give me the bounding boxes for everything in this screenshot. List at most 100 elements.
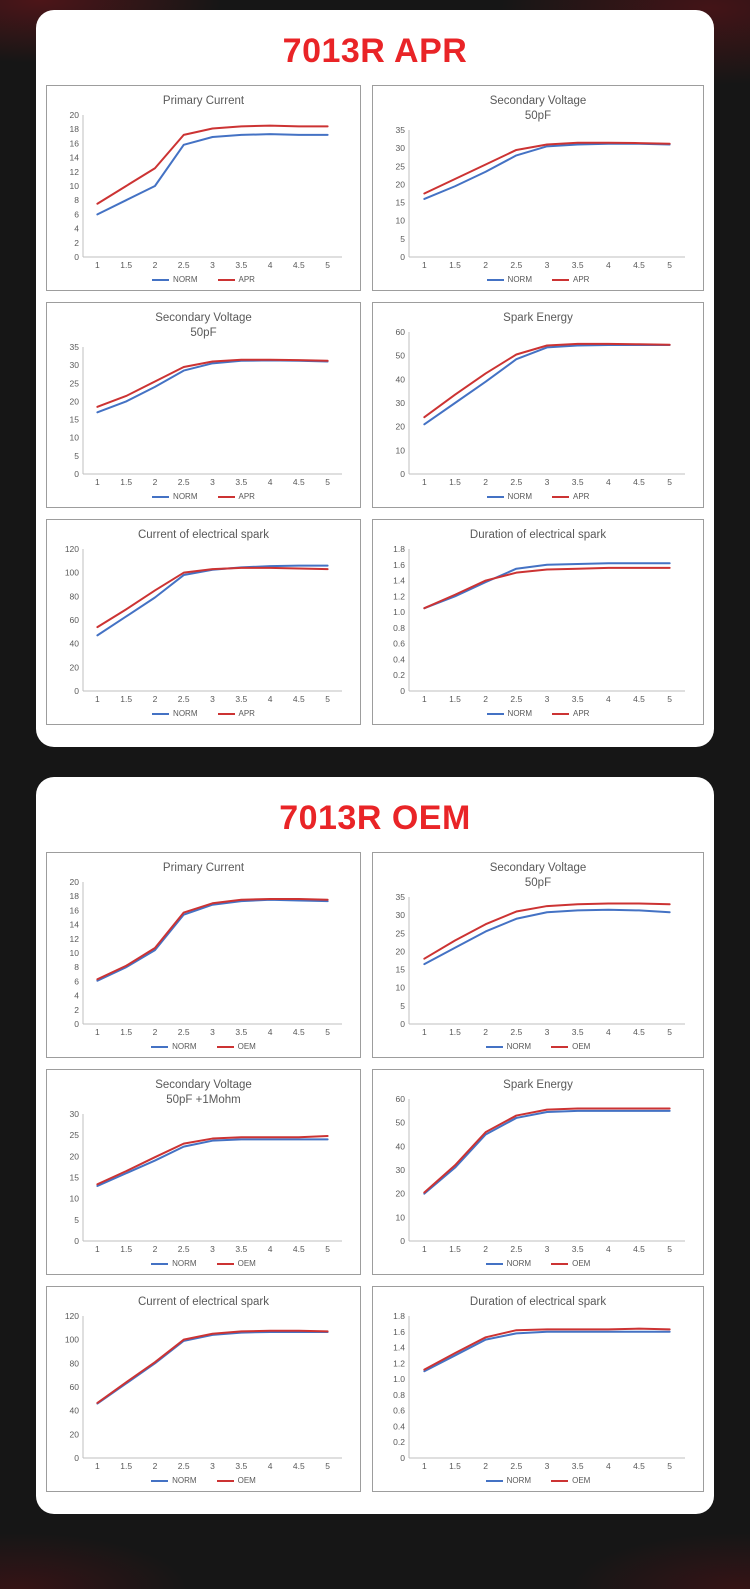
x-tick-label: 4.5	[633, 260, 645, 270]
y-tick-label: 100	[65, 1335, 79, 1345]
y-tick-label: 5	[74, 451, 79, 461]
y-tick-label: 0	[400, 686, 405, 696]
y-tick-label: 0.4	[393, 654, 405, 664]
y-tick-label: 10	[70, 948, 80, 958]
chart-oem-primary-current: Primary Current 0 2 4 6 8 10 12 14 16 18 20 1 1.5 2 2.5…	[46, 852, 361, 1058]
y-tick-label: 40	[70, 639, 80, 649]
legend-item-norm: NORM	[152, 492, 198, 501]
x-tick-label: 3.5	[235, 477, 247, 487]
y-tick-label: 8	[74, 195, 79, 205]
plot-area: 0 2 4 6 8 10 12 14 16 18 20 1 1.5 2 2.5 3 3.5 4 4.5 5	[51, 876, 356, 1040]
x-tick-label: 3.5	[235, 1027, 247, 1037]
x-tick-label: 1	[95, 1027, 100, 1037]
x-tick-label: 2	[483, 260, 488, 270]
legend-item-norm: NORM	[151, 1476, 197, 1485]
legend-item-oem: OEM	[216, 1042, 256, 1051]
series-line-norm	[96, 1330, 329, 1405]
x-tick-label: 4.5	[633, 1461, 645, 1471]
legend-line-swatch	[217, 712, 235, 715]
plot-svg: 0 20 40 60 80 100 120 1 1.5 2 2.5 3 3.5 4 4.5 5	[65, 1311, 342, 1471]
legend-line-swatch	[151, 1045, 169, 1048]
x-tick-label: 1.5	[449, 1027, 461, 1037]
series-line-oem	[423, 902, 671, 960]
chart-title: Secondary Voltage	[155, 1079, 252, 1091]
y-tick-label: 60	[70, 1382, 80, 1392]
x-tick-label: 2	[483, 694, 488, 704]
x-tick-label: 3.5	[572, 260, 584, 270]
x-tick-label: 4.5	[293, 1244, 305, 1254]
y-tick-label: 15	[396, 197, 406, 207]
x-tick-label: 1.5	[120, 1027, 132, 1037]
y-tick-label: 0	[400, 1019, 405, 1029]
legend-item-norm: NORM	[486, 275, 532, 284]
legend: NORM APR	[51, 707, 356, 721]
y-tick-label: 0	[400, 1453, 405, 1463]
x-tick-label: 5	[667, 1244, 672, 1254]
x-tick-label: 1.5	[120, 694, 132, 704]
chart-title: Secondary Voltage	[155, 312, 252, 324]
plot-svg: 0 0.2 0.4 0.6 0.8 1.0 1.2 1.4 1.6 1.8 1 1.5 2 2.5 3 3.5…	[393, 1311, 685, 1471]
x-tick-label: 2.5	[178, 1461, 190, 1471]
x-tick-label: 2	[483, 477, 488, 487]
plot-svg: 0 10 20 30 40 50 60 1 1.5 2 2.5 3 3.5 4 4.5 5	[396, 327, 685, 487]
legend-item-norm: NORM	[151, 1259, 197, 1268]
y-tick-label: 10	[396, 983, 406, 993]
x-tick-label: 3	[545, 260, 550, 270]
y-tick-label: 20	[70, 1429, 80, 1439]
plot-svg: 0 2 4 6 8 10 12 14 16 18 20 1 1.5 2 2.5 3 3.5 4 4.5 5	[70, 877, 342, 1037]
x-tick-label: 5	[325, 260, 330, 270]
legend-label: OEM	[237, 1042, 256, 1051]
legend-item-norm: NORM	[151, 1042, 197, 1051]
legend-label: NORM	[506, 1476, 532, 1485]
chart-subtitle: 50pF	[190, 326, 217, 339]
chart-grid-apr: Primary Current 0 2 4 6 8 10 12 14 16 18 20 1 1.5 2 2.5…	[46, 85, 704, 725]
legend-label: OEM	[572, 1476, 591, 1485]
y-tick-label: 2	[74, 1005, 79, 1015]
chart-apr-spark-current: Current of electrical spark 0 20 40 60 80 100 1…	[46, 519, 361, 725]
y-tick-label: 20	[70, 396, 80, 406]
x-tick-label: 1.5	[120, 260, 132, 270]
plot-svg: 0 5 10 15 20 25 30 35 1 1.5 2 2.5 3 3.5 4 4.5 5	[70, 342, 342, 487]
plot-svg: 0 10 20 30 40 50 60 1 1.5 2 2.5 3 3.5 4 4.5 5	[396, 1094, 685, 1254]
x-tick-label: 1.5	[449, 694, 461, 704]
y-tick-label: 1.8	[393, 544, 405, 554]
x-tick-label: 1.5	[120, 1461, 132, 1471]
x-tick-label: 1.5	[449, 477, 461, 487]
x-tick-label: 1	[422, 694, 427, 704]
plot-area: 0 2 4 6 8 10 12 14 16 18 20 1 1.5 2 2.5 3 3.5 4 4.5 5	[51, 109, 356, 273]
legend: NORM OEM	[51, 1040, 356, 1054]
y-tick-label: 16	[70, 138, 80, 148]
legend-line-swatch	[552, 495, 569, 498]
x-tick-label: 5	[667, 260, 672, 270]
y-tick-label: 0.2	[393, 670, 405, 680]
x-tick-label: 3	[545, 1244, 550, 1254]
legend-label: APR	[573, 492, 590, 501]
y-tick-label: 120	[65, 544, 79, 554]
y-tick-label: 12	[70, 167, 80, 177]
y-tick-label: 30	[396, 398, 406, 408]
x-tick-label: 1	[95, 1244, 100, 1254]
legend-line-swatch	[485, 1045, 503, 1048]
y-tick-label: 16	[70, 905, 80, 915]
x-tick-label: 3	[210, 1244, 215, 1254]
legend-item-norm: NORM	[485, 1476, 532, 1485]
x-tick-label: 5	[667, 477, 672, 487]
chart-oem-spark-current: Current of electrical spark 0 20 40 60 80 100 1…	[46, 1286, 361, 1492]
y-tick-label: 60	[70, 615, 80, 625]
chart-title: Current of electrical spark	[137, 529, 270, 541]
legend-item-norm: NORM	[485, 1259, 531, 1268]
y-tick-label: 18	[70, 124, 80, 134]
plot-svg: 0 5 10 15 20 25 30 1 1.5 2 2.5 3 3.5 4 4.5 5	[70, 1109, 342, 1254]
plot-area: 0 20 40 60 80 100 120 1 1.5 2 2.5 3 3.5 4 4.5 5	[51, 1310, 356, 1474]
chart-subtitle: 50pF	[524, 109, 552, 122]
x-tick-label: 3.5	[235, 1461, 247, 1471]
chart-apr-spark-duration: Duration of electrical spark 0 0.2 0.4 0.6 0.…	[372, 519, 704, 725]
y-tick-label: 0	[400, 252, 405, 262]
y-tick-label: 20	[396, 422, 406, 432]
legend-line-swatch	[216, 1045, 234, 1048]
legend: NORM OEM	[51, 1257, 356, 1271]
series-line-norm	[423, 1109, 671, 1195]
legend-line-swatch	[216, 1262, 234, 1265]
panel-title-oem: 7013R OEM	[279, 799, 471, 837]
chart-title: Current of electrical spark	[137, 1296, 270, 1308]
